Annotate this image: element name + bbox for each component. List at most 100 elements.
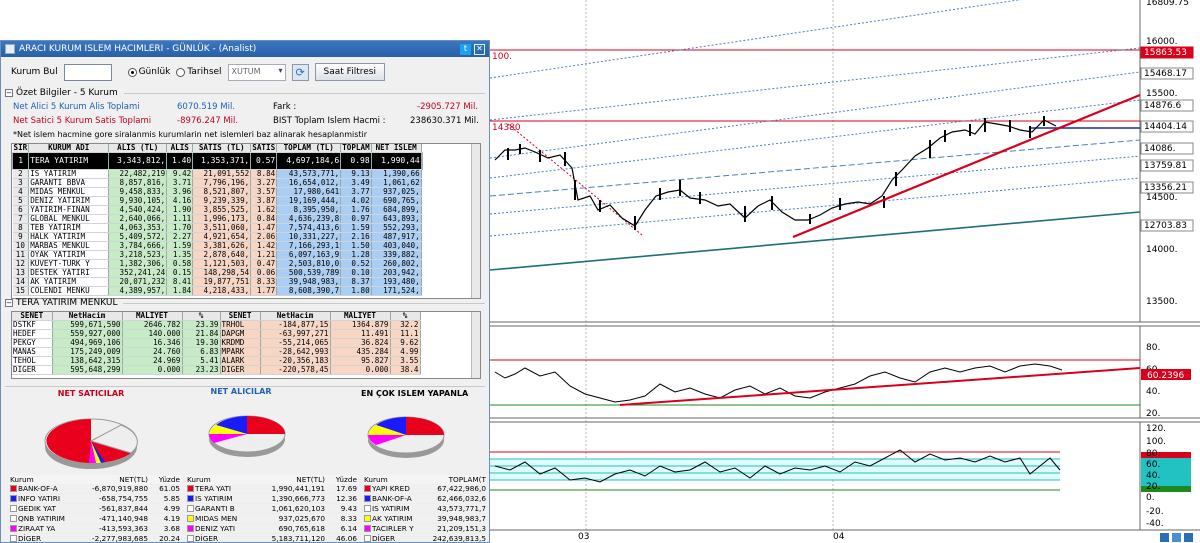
legend-row[interactable]: DİGER 5,183,711,120 46.06 bbox=[186, 533, 358, 542]
osc2-tick-label: -20. bbox=[1146, 507, 1164, 517]
legend-row[interactable]: DİGER 242,639,813,5 bbox=[363, 533, 487, 543]
kurum-bul-input[interactable] bbox=[63, 63, 112, 81]
detail-cell: 0.000 bbox=[122, 365, 183, 375]
legend-row[interactable]: YAPI KRED 67,422,986,0 bbox=[363, 484, 487, 494]
index-select[interactable]: XUTUM bbox=[227, 63, 286, 81]
osc2-tick-label: 60. bbox=[1146, 460, 1160, 470]
broker-col-header[interactable]: ALIS bbox=[166, 144, 194, 153]
broker-col-header[interactable]: NET ISLEM bbox=[371, 144, 422, 153]
detail-col-header[interactable]: % bbox=[182, 312, 221, 321]
detail-col-header[interactable]: SENET bbox=[12, 312, 53, 321]
tool-icons[interactable] bbox=[1160, 533, 1193, 542]
collapse-icon[interactable]: − bbox=[5, 89, 13, 97]
en-cok-pie[interactable] bbox=[364, 401, 448, 467]
broker-row[interactable]: 9 HALK YATIRIM 5,409,572, 2.27 4,921,654, 2.0… bbox=[12, 232, 423, 242]
legend-row[interactable]: IS YATIRIM 1,390,666,773 12.36 bbox=[186, 493, 358, 504]
legend-swatch bbox=[187, 535, 194, 542]
detail-table-scrollbar[interactable] bbox=[471, 312, 480, 378]
broker-table-container[interactable]: SIR KURUM ADI ALIS (TL) ALIS SATIS (TL) SATIS… bbox=[11, 143, 481, 299]
detail-row[interactable]: HEDEF 559,927,000 140.000 21.84 DAPGM -63,997… bbox=[12, 329, 421, 339]
collapse-icon[interactable]: − bbox=[5, 299, 13, 307]
legend-row[interactable]: INFO YATIRI -658,754,755 5.85 bbox=[9, 493, 181, 504]
legend-row[interactable]: DENIZ YATI 690,765,618 6.14 bbox=[186, 523, 358, 534]
broker-row[interactable]: 5 DENIZ YATIRIM 9,930,105, 4.16 9,239,339, 3.… bbox=[12, 196, 423, 206]
summary-header[interactable]: − Özet Bilgiler - 5 Kurum bbox=[5, 87, 485, 99]
broker-row[interactable]: 13 DESTEK YATIRI 352,241,24 0.15 148,298,54 0… bbox=[12, 268, 423, 278]
legend-row[interactable]: IS YATIRIM 43,573,771,7 bbox=[363, 503, 487, 514]
legend-cell: AK YATIRIM bbox=[363, 513, 423, 524]
legend-row[interactable]: MIDAS MEN 937,025,670 8.33 bbox=[186, 513, 358, 524]
detail-cell: -184,877,15 bbox=[260, 320, 331, 330]
broker-col-header[interactable]: TOPLAM bbox=[340, 144, 372, 153]
tarihsel-radio[interactable]: Tarihsel bbox=[176, 67, 222, 77]
legend-row[interactable]: TERA YATI 1,990,441,191 17.69 bbox=[186, 484, 358, 494]
broker-row[interactable]: 7 GLOBAL MENKUL 2,640,066, 1.11 1,996,173, 0.… bbox=[12, 214, 423, 224]
broker-row[interactable]: 2 IS YATIRIM 22,482,219 9.42 21,091,552 8.84 4… bbox=[12, 169, 423, 179]
price-tick-label: 13500. bbox=[1146, 297, 1178, 307]
legend-row[interactable]: TACIRLER Y 21,209,151,3 bbox=[363, 523, 487, 534]
broker-cell: 9.13 bbox=[340, 169, 372, 179]
detail-col-header[interactable]: % bbox=[390, 312, 421, 321]
broker-row[interactable]: 15 COLENDI MENKU 4,389,957, 1.84 4,218,433, 1… bbox=[12, 286, 423, 296]
detail-cell: MANAS bbox=[12, 347, 53, 357]
broker-cell: 3.96 bbox=[166, 187, 194, 197]
close-icon[interactable]: ✕ bbox=[474, 43, 485, 55]
legend-cell: 6.14 bbox=[326, 523, 358, 534]
broker-col-header[interactable]: SATIS (TL) bbox=[192, 144, 252, 153]
saat-filtresi-button[interactable]: Saat Filtresi bbox=[314, 63, 385, 81]
legend-row[interactable]: ZIRAAT YA -413,593,363 3.68 bbox=[9, 523, 181, 534]
price-tick-label: 14000. bbox=[1146, 245, 1178, 255]
legend-row[interactable]: AK YATIRIM 39,948,983,7 bbox=[363, 513, 487, 524]
detail-row[interactable]: DSTKF 599,671,590 2646.782 23.39 TRHOL -184,8… bbox=[12, 320, 421, 330]
legend-cell: TERA YATI bbox=[186, 484, 248, 494]
legend-row[interactable]: GEDIK YAT -561,837,844 4.99 bbox=[9, 503, 181, 514]
broker-row[interactable]: 14 AK YATIRIM 20,071,232 8.41 19,877,751 8.33… bbox=[12, 277, 423, 287]
legend-row[interactable]: BANK-OF-A -6,870,919,880 61.05 bbox=[9, 484, 181, 494]
detail-row[interactable]: DİGER 595,648,299 0.000 23.23 DİGER -220,578,… bbox=[12, 365, 421, 375]
detail-header[interactable]: − TERA YATIRIM MENKUL bbox=[5, 297, 485, 309]
broker-col-header[interactable]: SIR bbox=[12, 144, 30, 153]
broker-col-header[interactable]: SATIS bbox=[250, 144, 278, 153]
broker-col-header[interactable]: TOPLAM (TL) bbox=[276, 144, 342, 153]
legend-row[interactable]: QNB YATIRIM -471,140,948 4.19 bbox=[9, 513, 181, 524]
legend-name: DİGER bbox=[372, 534, 396, 543]
detail-row[interactable]: TEHOL 138,642,315 24.969 5.41 ALARK -20,356,1… bbox=[12, 356, 421, 366]
broker-row[interactable]: 6 YATIRIM-FINAN 4,540,424, 1.90 3,855,525, 1.… bbox=[12, 205, 423, 215]
legend-row[interactable]: BANK-OF-A 62,466,032,6 bbox=[363, 493, 487, 504]
legend-row[interactable]: DİGER -2,277,983,685 20.24 bbox=[9, 533, 181, 542]
broker-row[interactable]: 10 MARBAS MENKUL 3,784,666, 1.59 3,381,626, 1… bbox=[12, 241, 423, 251]
detail-col-header[interactable]: NetHacim bbox=[260, 312, 331, 321]
broker-row[interactable]: 1 TERA YATIRIM 3,343,812, 1.40 1,353,371, 0.5… bbox=[12, 152, 423, 170]
net-alicilar-pie[interactable] bbox=[206, 401, 288, 465]
detail-row[interactable]: MANAS 175,249,009 24.760 6.83 MPARK -28,642,9… bbox=[12, 347, 421, 357]
detail-col-header[interactable]: MALIYET bbox=[330, 312, 391, 321]
broker-row[interactable]: 12 KUVEYT-TURK Y 1,382,306, 0.58 1,121,503, 0… bbox=[12, 259, 423, 269]
broker-volume-window[interactable]: ARACI KURUM ISLEM HACIMLERI - GÜNLÜK - (… bbox=[0, 40, 490, 543]
detail-row[interactable]: PEKGY 494,969,106 16.346 19.30 KRDMD -55,214,… bbox=[12, 338, 421, 348]
window-titlebar[interactable]: ARACI KURUM ISLEM HACIMLERI - GÜNLÜK - (… bbox=[1, 41, 489, 57]
broker-row[interactable]: 3 GARANTI BBVA 8,857,816, 3.71 7,796,196, 3.2… bbox=[12, 178, 423, 188]
broker-cell: 1,996,173, bbox=[192, 214, 252, 224]
refresh-icon[interactable]: ⟳ bbox=[291, 63, 309, 81]
broker-row[interactable]: 8 TEB YATIRIM 4,063,353, 1.70 3,511,060, 1.47… bbox=[12, 223, 423, 233]
broker-row[interactable]: 11 OYAK YATIRIM 3,218,523, 1.35 2,878,640, 1.… bbox=[12, 250, 423, 260]
broker-col-header[interactable]: KURUM ADI bbox=[28, 144, 110, 153]
legend-col-header: Yüzde bbox=[326, 475, 358, 484]
broker-table-scrollbar[interactable] bbox=[471, 144, 480, 298]
detail-col-header[interactable]: MALIYET bbox=[122, 312, 183, 321]
broker-cell: KUVEYT-TURK Y bbox=[28, 259, 110, 269]
legend-row[interactable]: GARANTI B 1,061,620,103 9.43 bbox=[186, 503, 358, 514]
legend-cell: 12.36 bbox=[326, 493, 358, 504]
detail-col-header[interactable]: NetHacim bbox=[52, 312, 123, 321]
detail-table-container[interactable]: SENET NetHacim MALIYET% SENET NetHacim MALIYE… bbox=[11, 311, 481, 379]
twitter-icon[interactable]: t bbox=[460, 43, 471, 55]
legend-cell: TACIRLER Y bbox=[363, 523, 423, 534]
detail-cell: -63,997,271 bbox=[260, 329, 331, 339]
broker-col-header[interactable]: ALIS (TL) bbox=[108, 144, 168, 153]
broker-row[interactable]: 4 MIDAS MENKUL 9,458,833, 3.96 8,521,807, 3.5… bbox=[12, 187, 423, 197]
gunluk-radio[interactable]: Günlük bbox=[127, 67, 170, 77]
broker-cell: 643,893, bbox=[371, 214, 422, 224]
net-saticilar-pie[interactable] bbox=[41, 401, 141, 473]
legend-col-header: NET(TL) bbox=[248, 475, 326, 484]
detail-col-header[interactable]: SENET bbox=[220, 312, 261, 321]
